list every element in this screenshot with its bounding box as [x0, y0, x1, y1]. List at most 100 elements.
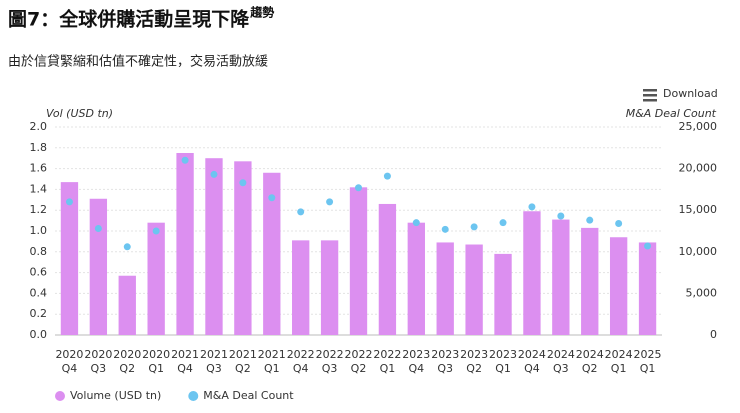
x-tick-label: 2022: [345, 348, 373, 361]
x-tick-label: 2021: [229, 348, 257, 361]
dot: [239, 179, 247, 187]
dot: [210, 170, 218, 178]
x-tick-label: Q3: [206, 362, 222, 375]
x-tick-label: Q1: [264, 362, 280, 375]
x-tick-label: Q2: [235, 362, 251, 375]
dot: [383, 172, 391, 180]
y-tick-label: 0.8: [30, 245, 48, 258]
x-tick-label: Q1: [640, 362, 656, 375]
dot: [268, 194, 276, 202]
x-tick-label: 2020: [142, 348, 170, 361]
dot: [181, 156, 189, 164]
y-tick-label: 0.2: [30, 307, 48, 320]
x-tick-label: Q1: [495, 362, 511, 375]
chart-title: 圖7：全球併購活動呈現下降: [8, 8, 250, 31]
bar: [263, 172, 281, 335]
y-tick-label: 15,000: [679, 203, 718, 216]
dot: [586, 216, 594, 224]
bar: [60, 182, 79, 335]
dot: [152, 227, 160, 235]
legend-label: Volume (USD tn): [70, 389, 161, 402]
x-tick-label: Q1: [148, 362, 164, 375]
bar: [205, 158, 223, 335]
x-tick-label: Q4: [62, 362, 78, 375]
x-tick-label: 2025: [634, 348, 662, 361]
y-tick-label: 1.6: [30, 162, 48, 175]
y-tick-label: 1.2: [30, 203, 48, 216]
y-tick-label: 25,000: [679, 120, 718, 133]
y-axis-title: Vol (USD tn): [46, 107, 113, 120]
x-tick-label: 2023: [460, 348, 488, 361]
bar: [118, 275, 136, 335]
x-tick-label: Q2: [351, 362, 367, 375]
dot: [644, 242, 652, 250]
bar: [638, 242, 657, 335]
y-tick-label: 5,000: [686, 286, 718, 299]
bar: [552, 219, 570, 335]
bar: [176, 153, 194, 335]
dot: [499, 219, 507, 227]
x-tick-label: 2020: [113, 348, 141, 361]
y-tick-label: 20,000: [679, 162, 718, 175]
dot: [412, 219, 420, 227]
y-tick-label: 1.4: [30, 182, 48, 195]
bar: [89, 198, 108, 335]
x-tick-label: 2023: [402, 348, 430, 361]
download-label[interactable]: Download: [663, 87, 718, 100]
dot: [123, 243, 131, 251]
dot: [528, 203, 536, 211]
x-tick-label: 2023: [431, 348, 459, 361]
x-tick-label: Q3: [553, 362, 569, 375]
y-tick-label: 2.0: [30, 120, 48, 133]
x-tick-label: 2023: [489, 348, 517, 361]
bar: [609, 237, 628, 335]
bar: [436, 242, 454, 335]
bar: [581, 227, 599, 335]
y2-axis-title: M&A Deal Count: [626, 107, 717, 120]
bar: [234, 161, 252, 335]
legend-marker: [55, 391, 65, 401]
x-tick-label: 2021: [171, 348, 199, 361]
bar: [494, 253, 512, 335]
bar: [378, 203, 397, 335]
x-tick-label: Q4: [408, 362, 424, 375]
x-tick-label: Q3: [91, 362, 107, 375]
x-tick-label: 2022: [287, 348, 315, 361]
menu-icon: [643, 89, 657, 92]
x-tick-label: Q3: [437, 362, 453, 375]
dot: [65, 198, 73, 206]
y-tick-label: 0.4: [30, 286, 48, 299]
x-tick-label: Q4: [524, 362, 540, 375]
x-tick-label: 2020: [55, 348, 83, 361]
y-tick-label: 0.0: [30, 328, 48, 341]
dot: [615, 220, 623, 228]
bar: [292, 240, 310, 335]
chart-title-sup: 趨勢: [249, 5, 274, 20]
bar: [147, 222, 165, 335]
bar: [349, 187, 368, 335]
x-tick-label: 2024: [576, 348, 604, 361]
bar: [407, 222, 425, 335]
legend-label: M&A Deal Count: [203, 389, 294, 402]
x-tick-label: 2024: [547, 348, 575, 361]
x-tick-label: 2022: [316, 348, 344, 361]
dot: [297, 208, 305, 216]
x-tick-label: Q1: [380, 362, 396, 375]
y-tick-label: 1.8: [30, 141, 48, 154]
x-tick-label: Q2: [119, 362, 135, 375]
menu-icon: [643, 94, 657, 97]
y-tick-label: 1.0: [30, 224, 48, 237]
x-tick-label: Q2: [466, 362, 482, 375]
x-tick-label: Q3: [322, 362, 338, 375]
x-tick-label: 2022: [373, 348, 401, 361]
x-tick-label: 2020: [84, 348, 112, 361]
dot: [355, 184, 362, 192]
chart-subtitle: 由於信貸緊縮和估值不確定性，交易活動放緩: [8, 54, 268, 70]
menu-icon: [643, 99, 657, 102]
x-tick-label: Q4: [177, 362, 193, 375]
bar: [465, 244, 483, 335]
y-tick-label: 0: [710, 328, 717, 341]
dot: [441, 225, 449, 233]
download-button[interactable]: Download: [643, 87, 718, 102]
